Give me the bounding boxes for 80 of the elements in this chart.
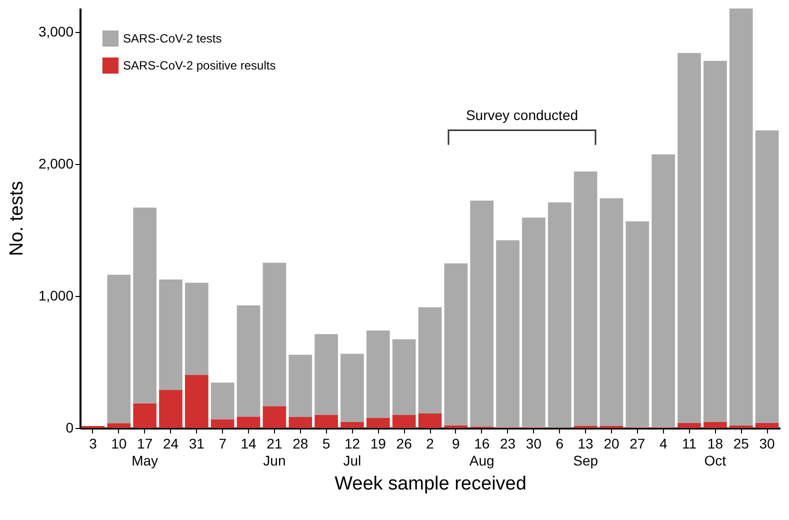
y-tick-label: 0	[66, 420, 74, 436]
bar	[729, 8, 753, 426]
y-axis-title: No. tests	[6, 181, 28, 256]
x-axis-title: Week sample received	[334, 474, 526, 494]
bar	[704, 60, 727, 422]
y-tick-label: 2,000	[38, 155, 74, 172]
bar	[678, 422, 701, 428]
x-tick-label: 30	[759, 436, 776, 452]
x-tick-label: 24	[162, 436, 179, 452]
bar	[626, 221, 650, 428]
bar	[236, 416, 260, 428]
bar	[729, 425, 753, 428]
bar	[755, 130, 779, 423]
bar	[185, 375, 208, 428]
x-tick-label: 4	[659, 436, 668, 452]
bar	[470, 200, 494, 427]
bar	[288, 354, 312, 418]
x-tick-label: 19	[370, 436, 386, 452]
bar	[444, 263, 468, 426]
bar	[366, 330, 390, 418]
bar	[496, 240, 520, 428]
x-tick-label: 28	[292, 436, 308, 452]
bar	[418, 307, 442, 414]
bar	[210, 419, 234, 428]
bar	[210, 382, 234, 420]
x-tick-label: 12 Jul	[343, 436, 362, 468]
bar	[314, 415, 338, 428]
bar	[262, 406, 286, 428]
legend-label: SARS-CoV-2 tests	[123, 32, 222, 46]
bar	[392, 339, 416, 416]
x-tick-label: 18 Oct	[704, 436, 726, 468]
x-tick-label: 16 Aug	[469, 436, 494, 468]
x-tick-label: 31	[188, 436, 205, 452]
bar	[418, 413, 442, 428]
bar	[159, 280, 182, 390]
annotation: Survey conducted	[466, 107, 578, 124]
x-tick-label: 27	[630, 436, 646, 452]
bar	[548, 202, 572, 428]
x-tick-label: 10	[111, 436, 127, 452]
x-tick-label: 23	[500, 436, 516, 452]
x-tick-label: 26	[396, 436, 412, 452]
x-tick-label: 17 May	[132, 436, 158, 468]
y-tick-label: 1,000	[38, 287, 74, 304]
bar	[444, 425, 468, 428]
bar	[133, 403, 156, 428]
x-tick-label: 3	[89, 436, 98, 452]
bar	[600, 198, 624, 426]
x-tick-label: 9	[452, 436, 460, 452]
legend-label: SARS-CoV-2 positive results	[123, 58, 276, 72]
bar	[159, 390, 182, 428]
bar	[678, 53, 701, 423]
x-tick-label: 11	[682, 436, 697, 452]
bar	[236, 305, 260, 417]
bar	[755, 422, 779, 428]
bar	[314, 334, 338, 416]
bar	[262, 262, 286, 406]
x-tick-label: 13 Sep	[573, 436, 598, 468]
bar	[107, 423, 131, 428]
y-tick-label: 3,000	[38, 23, 74, 40]
bar	[652, 154, 675, 428]
x-tick-label: 20	[604, 436, 620, 452]
bar	[574, 172, 598, 426]
bar	[522, 218, 546, 428]
bar	[704, 422, 727, 428]
x-tick-label: 6	[556, 436, 564, 452]
bar	[133, 208, 156, 404]
bar	[366, 418, 390, 428]
x-tick-label: 7	[218, 436, 227, 452]
x-tick-label: 2	[426, 436, 434, 452]
x-tick-label: 30	[526, 436, 542, 452]
bar	[185, 282, 208, 376]
bar	[288, 417, 312, 428]
bar	[340, 422, 364, 428]
bar	[107, 274, 131, 424]
bar	[392, 415, 416, 428]
x-tick-label: 25	[733, 436, 750, 452]
x-tick-label: 5	[322, 436, 330, 452]
x-tick-label: 14	[240, 436, 257, 452]
x-tick-label: 21 Jun	[263, 436, 286, 468]
bar	[340, 354, 364, 422]
